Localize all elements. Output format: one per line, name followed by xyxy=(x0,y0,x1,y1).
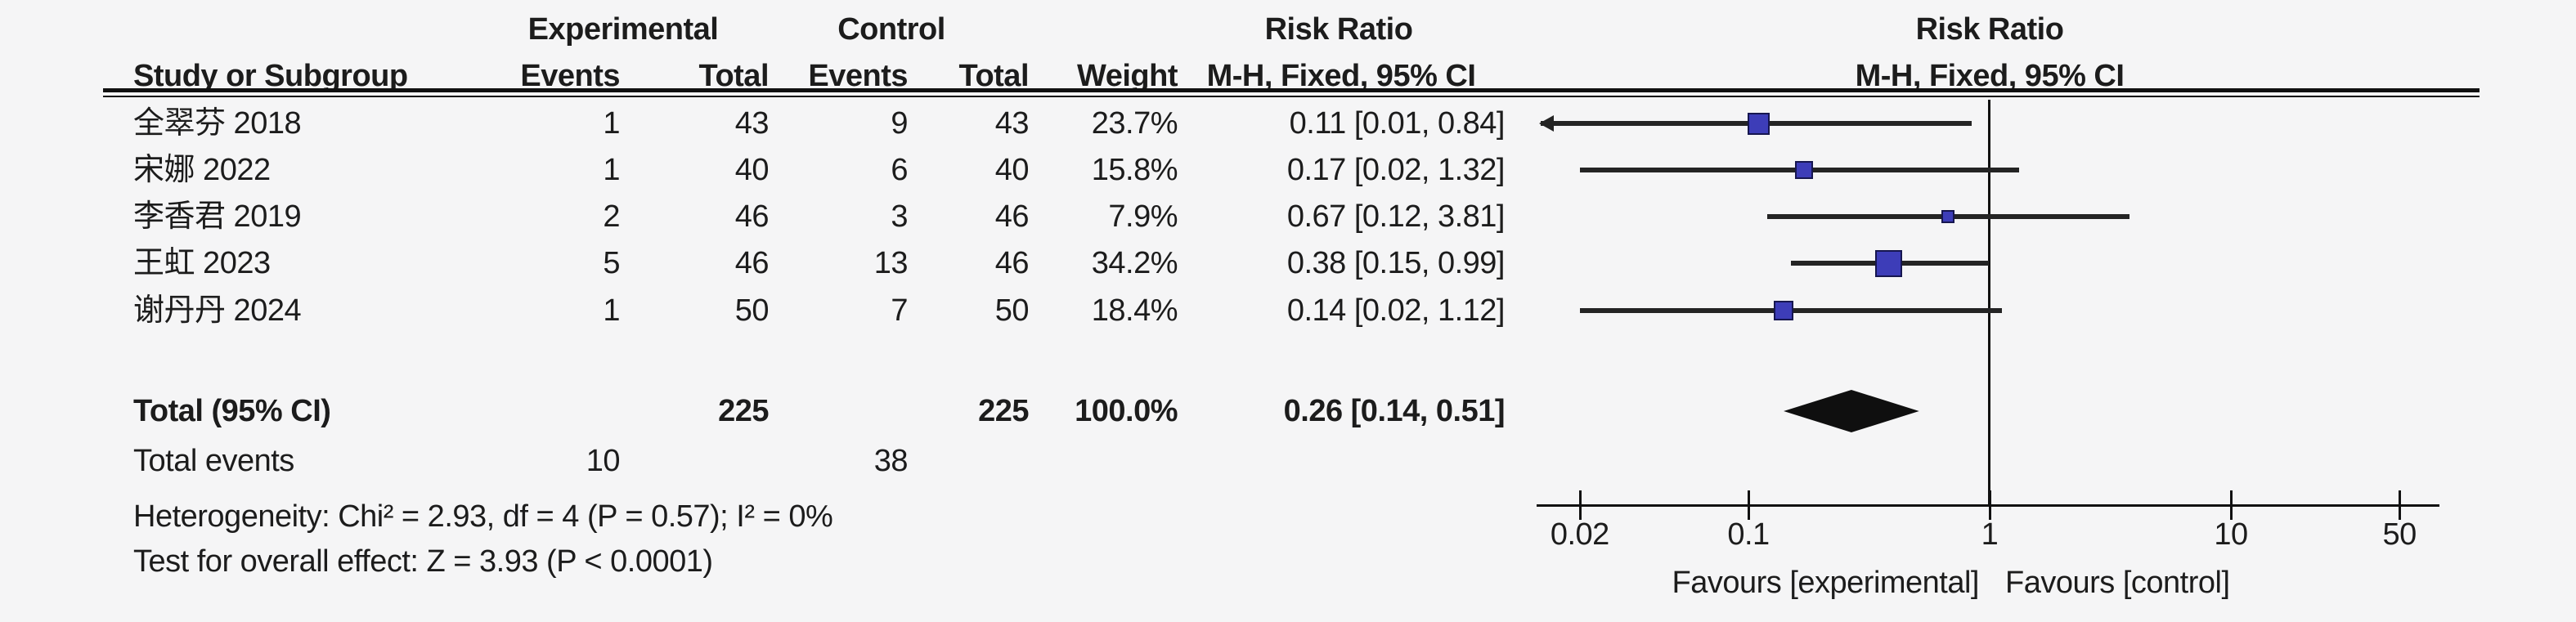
effect-square xyxy=(1774,301,1793,320)
favours-left-label: Favours [experimental] xyxy=(1672,566,1980,600)
header-control: Control xyxy=(837,12,945,47)
weight-value: 15.8% xyxy=(1091,153,1178,187)
events-exp-value: 1 xyxy=(603,153,620,187)
header-rule-thin xyxy=(103,96,2480,97)
ci-value: 0.17 [0.02, 1.32] xyxy=(1286,153,1506,187)
effect-square xyxy=(1875,250,1902,277)
col-header-total-exp: Total xyxy=(698,59,770,93)
total-ctl-value: 46 xyxy=(994,199,1030,234)
weight-value: 23.7% xyxy=(1091,106,1178,141)
weight-value: 7.9% xyxy=(1108,199,1178,234)
ci-value: 0.67 [0.12, 3.81] xyxy=(1286,199,1506,234)
null-effect-line xyxy=(1988,100,1990,507)
effect-square xyxy=(1941,210,1954,223)
col-header-events-exp: Events xyxy=(520,59,620,93)
col-header-total-ctl: Total xyxy=(958,59,1030,93)
summary-diamond xyxy=(1784,390,1919,432)
ci-value: 0.11 [0.01, 0.84] xyxy=(1289,106,1506,141)
total-ctl-value: 46 xyxy=(994,246,1030,280)
total-events-label: Total events xyxy=(133,444,294,478)
axis-tick xyxy=(1578,490,1582,520)
weight-value: 18.4% xyxy=(1091,293,1178,328)
overall-effect-text: Test for overall effect: Z = 3.93 (P < 0… xyxy=(133,544,713,579)
axis-tick-label: 1 xyxy=(1981,517,1999,552)
axis-tick-label: 10 xyxy=(2214,517,2248,552)
study-label: 李香君 2019 xyxy=(133,199,302,234)
events-exp-value: 1 xyxy=(603,106,620,141)
favours-right-label: Favours [control] xyxy=(2005,566,2230,600)
events-ctl-value: 6 xyxy=(891,153,908,187)
study-label: 宋娜 2022 xyxy=(133,153,271,187)
total-exp-value: 46 xyxy=(734,246,770,280)
weight-value: 34.2% xyxy=(1091,246,1178,280)
header-rule-thick xyxy=(103,88,2480,92)
axis-tick xyxy=(1748,490,1750,520)
events-exp-value: 1 xyxy=(603,293,620,328)
total-ctl-value: 40 xyxy=(994,153,1030,187)
col-header-ci-plot: M-H, Fixed, 95% CI xyxy=(1855,59,2125,93)
events-exp-value: 5 xyxy=(603,246,620,280)
axis-tick xyxy=(2399,490,2402,520)
events-ctl-value: 13 xyxy=(873,246,909,280)
total-exp-sum: 225 xyxy=(718,394,769,428)
total-events-ctl: 38 xyxy=(873,444,909,478)
total-exp-value: 40 xyxy=(734,153,770,187)
axis-tick-label: 0.02 xyxy=(1550,517,1609,552)
total-exp-value: 43 xyxy=(734,106,770,141)
heterogeneity-text: Heterogeneity: Chi² = 2.93, df = 4 (P = … xyxy=(133,499,833,534)
axis-tick xyxy=(2230,490,2233,520)
col-header-events-ctl: Events xyxy=(808,59,908,93)
events-ctl-value: 3 xyxy=(891,199,908,234)
events-ctl-value: 9 xyxy=(891,106,908,141)
events-ctl-value: 7 xyxy=(891,293,908,328)
total-ctl-value: 43 xyxy=(994,106,1030,141)
header-experimental: Experimental xyxy=(527,12,719,47)
x-axis-line xyxy=(1537,504,2439,507)
col-header-weight: Weight xyxy=(1077,59,1178,93)
header-risk-ratio-column: Risk Ratio xyxy=(1264,12,1413,47)
total-exp-value: 46 xyxy=(734,199,770,234)
effect-square xyxy=(1748,113,1770,135)
total-ctl-sum: 225 xyxy=(978,394,1029,428)
total-ctl-value: 50 xyxy=(994,293,1030,328)
total-row-label: Total (95% CI) xyxy=(133,394,331,428)
ci-value: 0.14 [0.02, 1.12] xyxy=(1286,293,1506,328)
study-label: 全翠芬 2018 xyxy=(133,106,302,141)
total-ci: 0.26 [0.14, 0.51] xyxy=(1283,394,1506,428)
ci-value: 0.38 [0.15, 0.99] xyxy=(1286,246,1506,280)
axis-tick xyxy=(1989,490,1991,520)
events-exp-value: 2 xyxy=(603,199,620,234)
ci-clip-arrow-left xyxy=(1539,115,1554,132)
study-label: 谢丹丹 2024 xyxy=(133,293,302,328)
col-header-ci: M-H, Fixed, 95% CI xyxy=(1206,59,1476,93)
total-weight: 100.0% xyxy=(1075,394,1178,428)
header-risk-ratio-plot: Risk Ratio xyxy=(1915,12,2064,47)
effect-square xyxy=(1795,161,1813,179)
study-label: 王虹 2023 xyxy=(133,246,271,280)
total-events-exp: 10 xyxy=(586,444,621,478)
total-exp-value: 50 xyxy=(734,293,770,328)
axis-tick-label: 50 xyxy=(2382,517,2417,552)
axis-tick-label: 0.1 xyxy=(1727,517,1770,552)
col-header-study: Study or Subgroup xyxy=(133,59,408,93)
